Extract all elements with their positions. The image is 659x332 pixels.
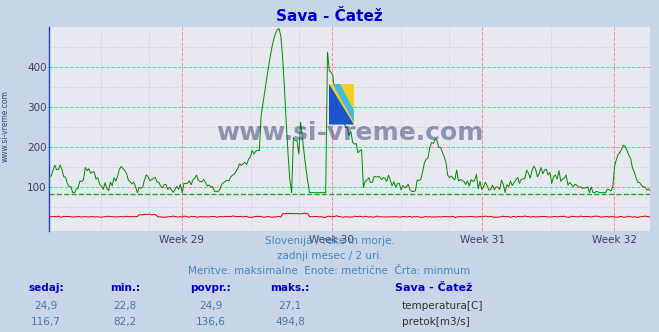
- Text: Slovenija / reke in morje.: Slovenija / reke in morje.: [264, 236, 395, 246]
- Text: 24,9: 24,9: [34, 301, 58, 311]
- Text: www.si-vreme.com: www.si-vreme.com: [1, 90, 10, 162]
- Text: zadnji mesec / 2 uri.: zadnji mesec / 2 uri.: [277, 251, 382, 261]
- Text: 494,8: 494,8: [275, 317, 305, 327]
- Text: temperatura[C]: temperatura[C]: [402, 301, 484, 311]
- Text: min.:: min.:: [110, 283, 140, 293]
- Text: pretok[m3/s]: pretok[m3/s]: [402, 317, 470, 327]
- Text: povpr.:: povpr.:: [190, 283, 231, 293]
- Text: sedaj:: sedaj:: [28, 283, 64, 293]
- Polygon shape: [333, 84, 354, 123]
- Text: Sava - Čatež: Sava - Čatež: [395, 283, 473, 293]
- Polygon shape: [329, 84, 354, 124]
- Text: Meritve: maksimalne  Enote: metrične  Črta: minmum: Meritve: maksimalne Enote: metrične Črta…: [188, 266, 471, 276]
- Text: www.si-vreme.com: www.si-vreme.com: [216, 121, 484, 145]
- Text: 116,7: 116,7: [31, 317, 61, 327]
- Polygon shape: [329, 84, 354, 124]
- Text: Sava - Čatež: Sava - Čatež: [276, 9, 383, 24]
- Text: 27,1: 27,1: [278, 301, 302, 311]
- Text: 136,6: 136,6: [196, 317, 226, 327]
- Text: 22,8: 22,8: [113, 301, 137, 311]
- Text: 24,9: 24,9: [199, 301, 223, 311]
- Text: maks.:: maks.:: [270, 283, 310, 293]
- Text: 82,2: 82,2: [113, 317, 137, 327]
